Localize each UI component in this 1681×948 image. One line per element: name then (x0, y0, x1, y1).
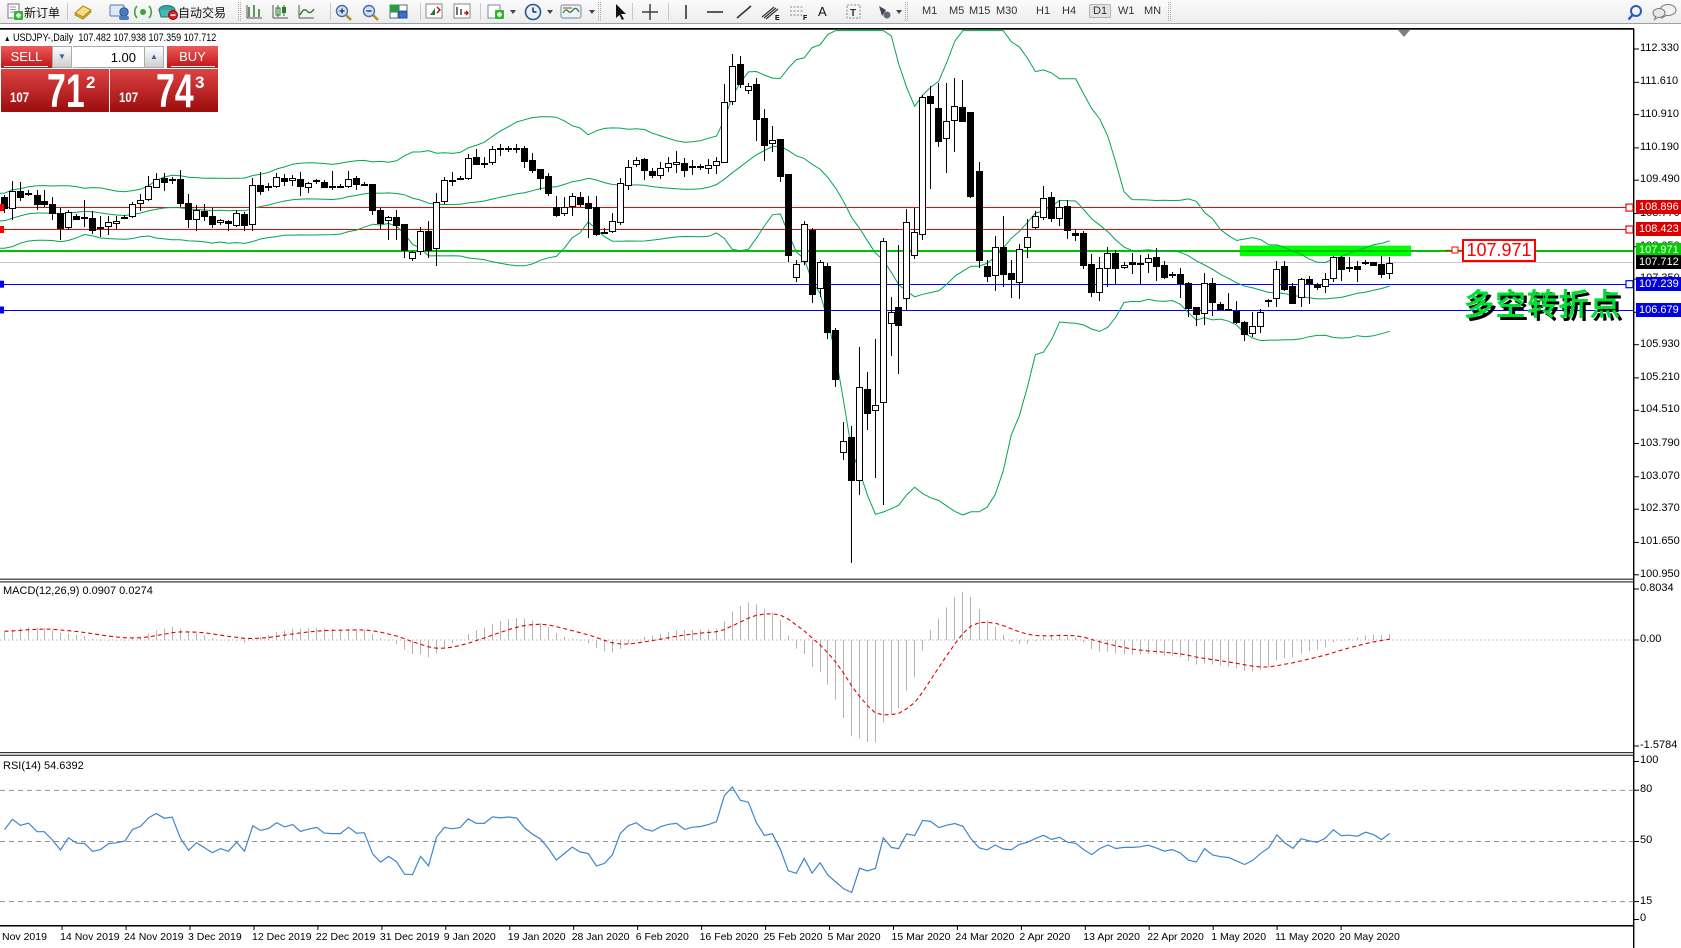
svg-text:F: F (803, 15, 808, 21)
svg-text:E: E (775, 15, 780, 21)
svg-text:T: T (850, 8, 856, 19)
